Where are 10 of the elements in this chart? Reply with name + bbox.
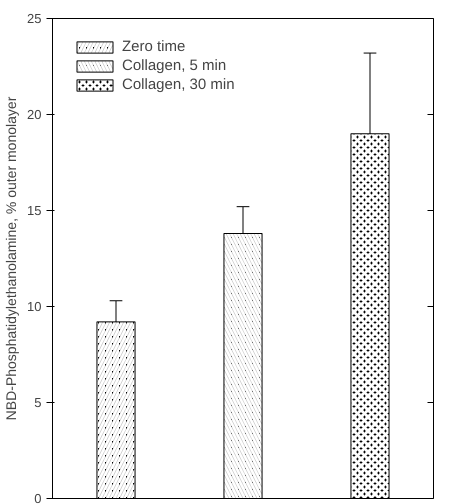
y-tick-label: 20: [27, 107, 42, 122]
y-tick-label: 25: [27, 11, 42, 26]
legend-label: Collagen, 30 min: [122, 76, 235, 93]
y-axis-title: NBD-Phosphatidylethanolamine, % outer monolayer: [3, 96, 20, 420]
y-tick-label: 5: [34, 395, 42, 410]
y-tick-label: 15: [27, 203, 42, 218]
y-tick-label: 0: [34, 491, 42, 504]
legend-label: Collagen, 5 min: [122, 57, 226, 74]
legend-label: Zero time: [122, 38, 186, 55]
y-tick-label: 10: [27, 299, 42, 314]
